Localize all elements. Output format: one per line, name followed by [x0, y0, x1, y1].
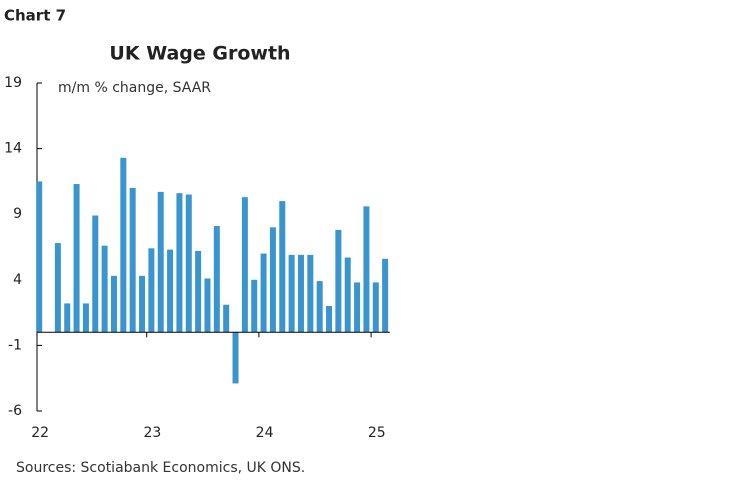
bar — [335, 229, 342, 333]
bar — [260, 253, 267, 333]
bar — [157, 191, 164, 333]
y-tick-label: -1 — [8, 337, 22, 353]
bar — [204, 278, 211, 333]
bar — [167, 249, 174, 333]
bar — [223, 304, 230, 333]
chart-subtitle: m/m % change, SAAR — [58, 80, 211, 96]
bar — [297, 254, 304, 333]
bar — [54, 243, 61, 333]
bar — [372, 282, 379, 333]
bar — [326, 306, 333, 333]
bar — [92, 215, 99, 333]
bar — [363, 206, 370, 333]
chart-label: Chart 7 — [4, 7, 66, 25]
x-tick-label: 23 — [143, 425, 161, 441]
bar — [316, 281, 323, 333]
y-tick-label: 19 — [4, 75, 22, 91]
bar — [288, 254, 295, 333]
bar — [241, 197, 248, 333]
bar — [176, 193, 183, 333]
bar — [269, 227, 276, 333]
bar — [354, 282, 361, 333]
bar — [344, 257, 351, 333]
bar — [185, 194, 192, 333]
y-tick-label: 9 — [13, 206, 22, 222]
bar — [251, 279, 258, 333]
x-tick-label: 22 — [31, 425, 49, 441]
bar — [120, 157, 127, 333]
bar — [129, 187, 136, 333]
bar — [213, 226, 220, 333]
bar — [82, 303, 89, 333]
bar — [307, 254, 314, 333]
bar — [382, 258, 389, 333]
bar — [101, 245, 108, 333]
y-tick-label: -6 — [8, 403, 22, 419]
bar — [64, 303, 71, 333]
source-note: Sources: Scotiabank Economics, UK ONS. — [16, 460, 305, 476]
bar — [195, 250, 202, 333]
bar — [279, 201, 286, 333]
bar — [73, 184, 80, 333]
bar — [232, 332, 239, 384]
y-tick-label: 4 — [13, 272, 22, 288]
y-tick-label: 14 — [4, 141, 22, 157]
bar — [36, 181, 43, 333]
bar — [139, 275, 146, 333]
x-tick-label: 24 — [256, 425, 274, 441]
bar — [148, 248, 155, 333]
bar — [110, 275, 117, 333]
chart-title: UK Wage Growth — [109, 43, 290, 65]
x-tick-label: 25 — [368, 425, 386, 441]
